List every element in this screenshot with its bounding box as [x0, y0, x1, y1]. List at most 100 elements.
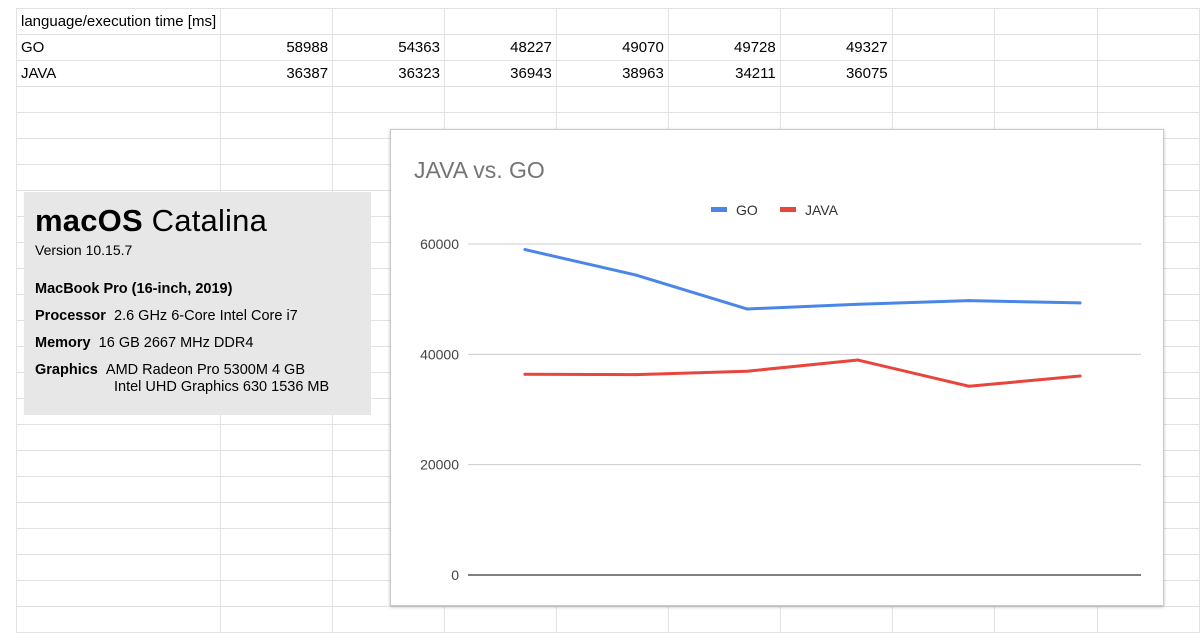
- sheet-cell[interactable]: 34211: [667, 60, 781, 87]
- sheet-cell[interactable]: [1096, 606, 1200, 633]
- sheet-cell[interactable]: [220, 580, 334, 607]
- data-point-java: [1078, 374, 1082, 378]
- sheet-cell[interactable]: [779, 606, 893, 633]
- sheet-cell[interactable]: [1096, 34, 1200, 61]
- sheet-cell[interactable]: [220, 450, 334, 477]
- sheet-cell[interactable]: GO: [15, 34, 222, 61]
- sheet-cell[interactable]: [15, 606, 222, 633]
- sheet-cell[interactable]: 36387: [220, 60, 334, 87]
- sheet-row: language/execution time [ms]: [15, 8, 1200, 35]
- sheet-cell[interactable]: [1096, 8, 1200, 35]
- sheet-cell[interactable]: [220, 424, 334, 451]
- sheet-cell[interactable]: [779, 8, 893, 35]
- data-point-java: [523, 372, 527, 376]
- sheet-cell[interactable]: [15, 476, 222, 503]
- sheet-cell[interactable]: [220, 164, 334, 191]
- sheet-cell[interactable]: [220, 86, 334, 113]
- graphics-row-2: Intel UHD Graphics 630 1536 MB: [114, 379, 330, 395]
- sheet-cell[interactable]: [220, 112, 334, 139]
- sheet-cell[interactable]: [15, 164, 222, 191]
- chart-canvas: JAVA vs. GO 0 20000 40000 60000 GO JAVA: [414, 157, 1141, 583]
- memory-row: Memory 16 GB 2667 MHz DDR4: [35, 335, 254, 351]
- sheet-cell[interactable]: [1096, 60, 1200, 87]
- data-point-go: [856, 302, 860, 306]
- sheet-cell[interactable]: [555, 86, 669, 113]
- sheet-cell[interactable]: 36943: [443, 60, 557, 87]
- sheet-cell[interactable]: 58988: [220, 34, 334, 61]
- sheet-cell[interactable]: [555, 606, 669, 633]
- sheet-cell[interactable]: [15, 86, 222, 113]
- legend-label-java: JAVA: [805, 202, 839, 218]
- sheet-cell[interactable]: [891, 34, 996, 61]
- sheet-cell[interactable]: 54363: [332, 34, 445, 61]
- sheet-cell[interactable]: [891, 86, 996, 113]
- sheet-cell[interactable]: [15, 580, 222, 607]
- sheet-cell[interactable]: [220, 138, 334, 165]
- sheet-cell[interactable]: language/execution time [ms]: [15, 8, 222, 35]
- os-name: macOS Catalina: [35, 203, 268, 238]
- sheet-cell[interactable]: [15, 112, 222, 139]
- sheet-cell[interactable]: [891, 8, 996, 35]
- data-point-go: [523, 248, 527, 252]
- sheet-cell[interactable]: 36323: [332, 60, 445, 87]
- sheet-cell[interactable]: [220, 502, 334, 529]
- sheet-cell[interactable]: 48227: [443, 34, 557, 61]
- series-line-go: [523, 248, 1082, 311]
- legend-label-go: GO: [736, 202, 758, 218]
- sheet-cell[interactable]: [667, 8, 781, 35]
- sheet-cell[interactable]: 49728: [667, 34, 781, 61]
- legend-swatch-go: [711, 207, 727, 212]
- sheet-cell[interactable]: [443, 86, 557, 113]
- model-name: MacBook Pro (16-inch, 2019): [35, 281, 233, 297]
- sheet-cell[interactable]: JAVA: [15, 60, 222, 87]
- sheet-cell[interactable]: [779, 86, 893, 113]
- sheet-cell[interactable]: [994, 86, 1098, 113]
- legend-swatch-java: [780, 207, 796, 212]
- sheet-cell[interactable]: [332, 86, 445, 113]
- sheet-cell[interactable]: [994, 606, 1098, 633]
- data-point-java: [967, 384, 971, 388]
- sheet-cell[interactable]: [15, 528, 222, 555]
- sheet-cell[interactable]: [220, 8, 334, 35]
- data-point-java: [745, 369, 749, 373]
- sheet-cell[interactable]: [891, 60, 996, 87]
- sheet-cell[interactable]: [994, 60, 1098, 87]
- sheet-cell[interactable]: [15, 554, 222, 581]
- sheet-cell[interactable]: [15, 502, 222, 529]
- sheet-cell[interactable]: 36075: [779, 60, 893, 87]
- data-point-go: [1078, 301, 1082, 305]
- sheet-cell[interactable]: [15, 424, 222, 451]
- y-tick-label: 60000: [420, 236, 459, 252]
- y-tick-label: 20000: [420, 457, 459, 473]
- sheet-cell[interactable]: [1096, 86, 1200, 113]
- sheet-cell[interactable]: [667, 86, 781, 113]
- sheet-cell[interactable]: [555, 8, 669, 35]
- sheet-cell[interactable]: [332, 606, 445, 633]
- sheet-cell[interactable]: [891, 606, 996, 633]
- data-point-java: [634, 373, 638, 377]
- graphics-row: Graphics AMD Radeon Pro 5300M 4 GB: [35, 362, 305, 378]
- os-version: Version 10.15.7: [35, 242, 133, 258]
- sheet-cell[interactable]: [15, 450, 222, 477]
- sheet-cell[interactable]: [220, 528, 334, 555]
- sheet-cell[interactable]: [15, 138, 222, 165]
- sheet-cell[interactable]: 49327: [779, 34, 893, 61]
- line-chart[interactable]: JAVA vs. GO 0 20000 40000 60000 GO JAVA: [390, 129, 1164, 606]
- sheet-row: GO 58988 54363 48227 49070 49728 49327: [15, 34, 1200, 61]
- data-point-go: [634, 273, 638, 277]
- sheet-cell[interactable]: [667, 606, 781, 633]
- data-point-java: [856, 358, 860, 362]
- sheet-cell[interactable]: [220, 476, 334, 503]
- sheet-cell[interactable]: [443, 606, 557, 633]
- processor-row: Processor 2.6 GHz 6-Core Intel Core i7: [35, 308, 298, 324]
- sheet-cell[interactable]: [332, 8, 445, 35]
- sheet-cell[interactable]: [994, 8, 1098, 35]
- sheet-cell[interactable]: 49070: [555, 34, 669, 61]
- sheet-cell[interactable]: [220, 554, 334, 581]
- sheet-cell[interactable]: 38963: [555, 60, 669, 87]
- chart-title: JAVA vs. GO: [414, 157, 545, 183]
- sheet-cell[interactable]: [220, 606, 334, 633]
- sheet-cell[interactable]: [443, 8, 557, 35]
- sheet-cell[interactable]: [994, 34, 1098, 61]
- data-point-go: [745, 307, 749, 311]
